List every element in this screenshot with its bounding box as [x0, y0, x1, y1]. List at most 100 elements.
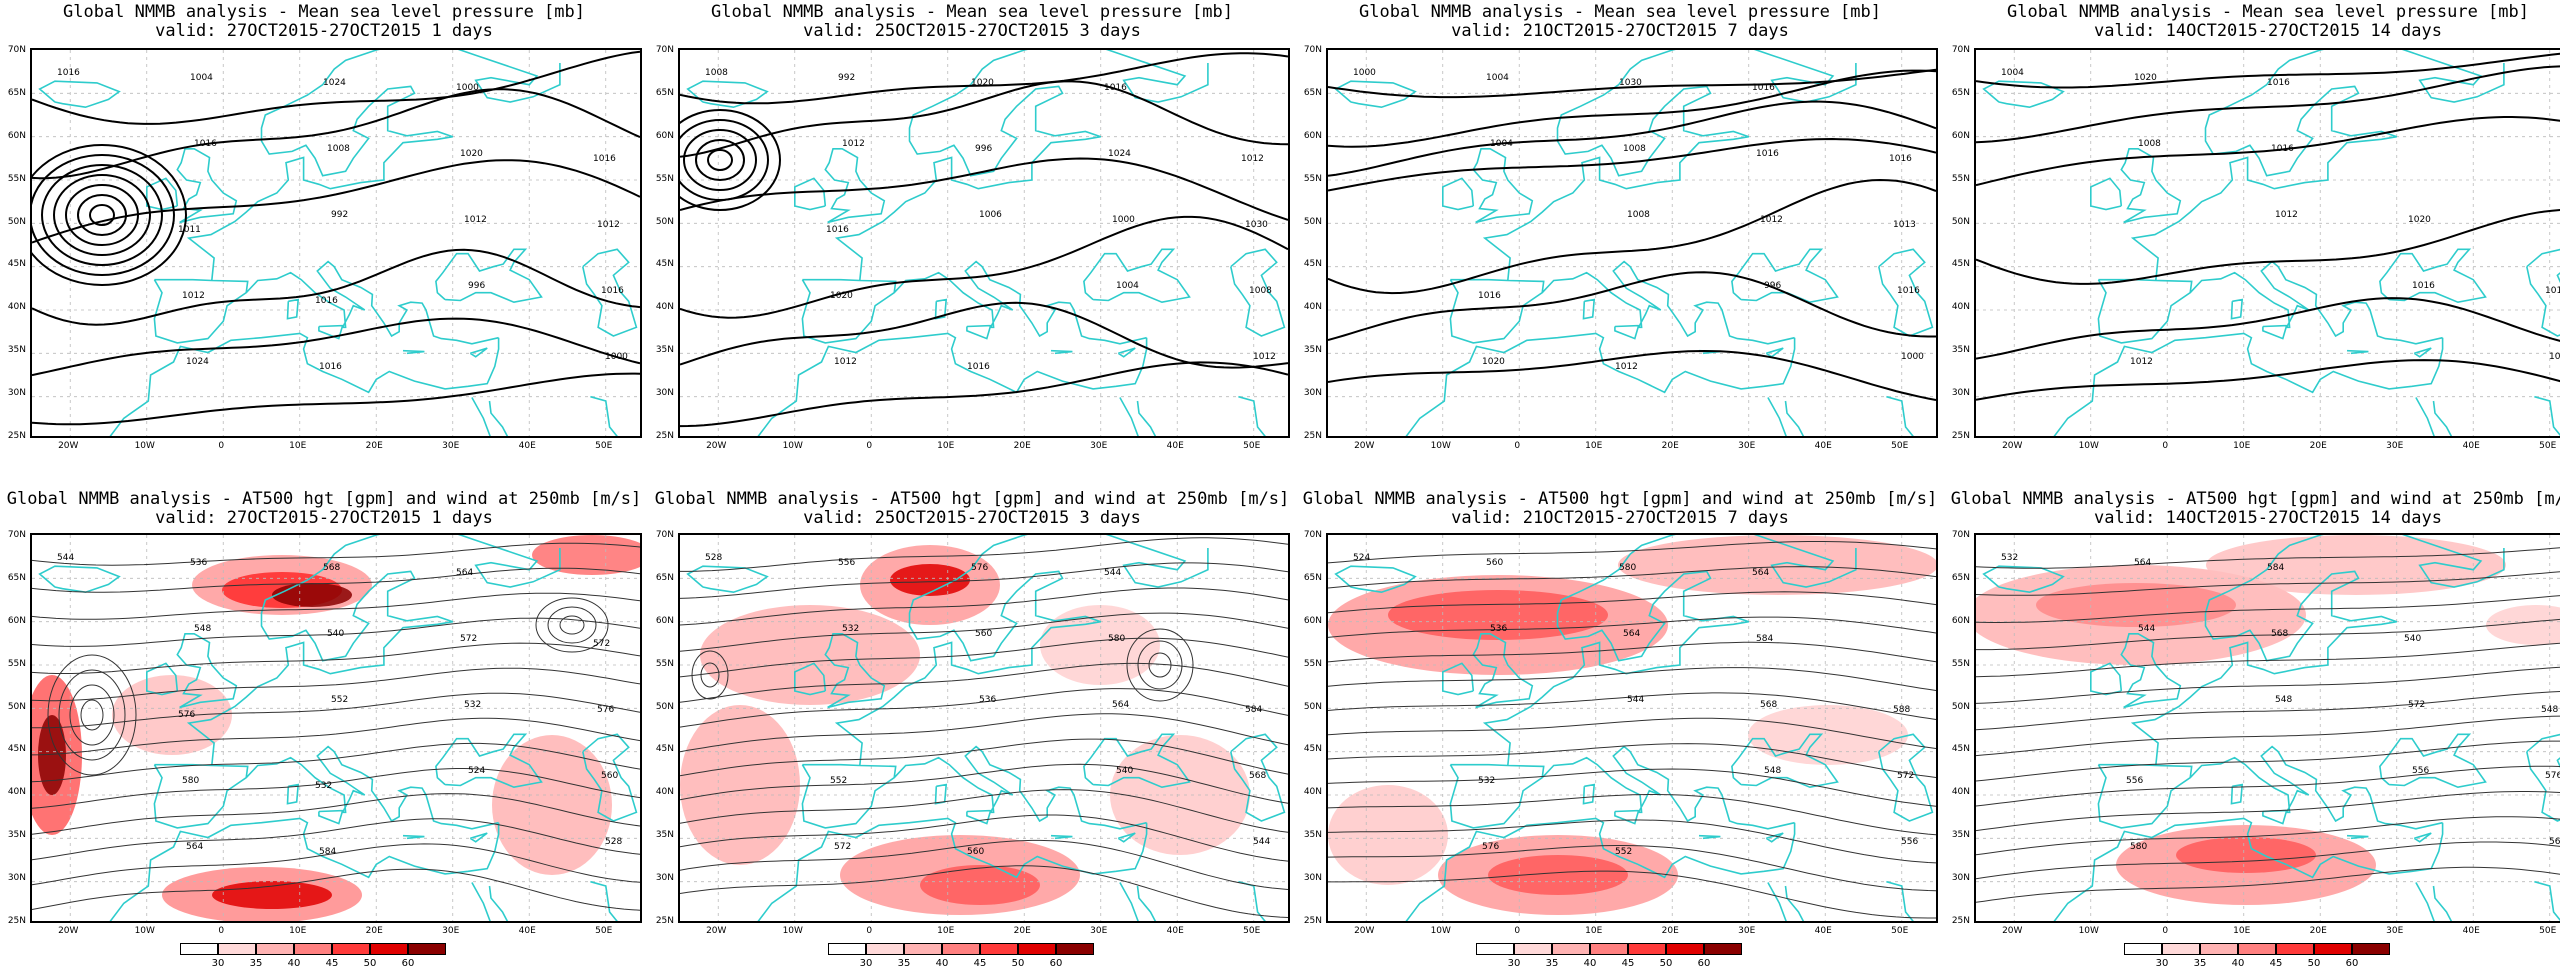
contour-label: 1012: [1760, 215, 1783, 225]
longitude-label: 30E: [2386, 926, 2404, 936]
latitude-label: 40N: [655, 787, 674, 798]
height-contour: [1976, 690, 2560, 731]
colorbar-swatch: [408, 943, 446, 955]
latitude-label: 70N: [1951, 530, 1970, 540]
height-contour: [1328, 870, 1936, 919]
latitude-label: 55N: [1303, 173, 1322, 184]
contour-label: 532: [1478, 776, 1495, 786]
longitude-label: 10E: [2233, 926, 2251, 936]
contour-label: 540: [2404, 634, 2421, 644]
panel-title-line2: valid: 14OCT2015-27OCT2015 14 days: [2094, 21, 2442, 41]
contour-labels: 524 536 544 548 556 560 564 568 572 576 580 584 588 5…: [1353, 553, 1918, 857]
isobar: [1328, 178, 1936, 295]
latitude-label: 45N: [1951, 744, 1970, 755]
contour-label: 1006: [979, 210, 1002, 220]
colorbar-swatch: [2314, 943, 2352, 955]
colorbar-swatch: [866, 943, 904, 955]
latitude-label: 50N: [1951, 216, 1970, 227]
contour-label: 544: [1104, 568, 1121, 578]
isobar: [32, 144, 188, 286]
contour-label: 556: [838, 558, 855, 568]
latitude-label: 70N: [7, 45, 26, 55]
contour-label: 1012: [1615, 362, 1638, 372]
height-contour: [1328, 794, 1936, 836]
longitude-label: 30E: [1738, 926, 1756, 936]
contour-label: 552: [1615, 847, 1632, 857]
panel-title-line2: valid: 21OCT2015-27OCT2015 7 days: [1451, 21, 1789, 41]
contour-labels: 528 532 536 540 544 556 560 564 568 572 576 580 584 5…: [705, 553, 1270, 857]
contour-label: 584: [319, 847, 336, 857]
longitude-label: 0: [218, 926, 225, 936]
colorbar-swatch: [904, 943, 942, 955]
contour-label: 1024: [186, 357, 209, 367]
height-contour: [32, 542, 640, 566]
height-contour: [680, 839, 1288, 890]
contour-label: 548: [1764, 766, 1781, 776]
contour-label: 1011: [178, 225, 201, 235]
height-contour: [32, 567, 640, 593]
contour-label: 996: [975, 144, 992, 154]
latitude-label: 30N: [655, 388, 674, 399]
isobar: [77, 194, 128, 236]
panel-title-line1: Global NMMB analysis - AT500 hgt [gpm] a…: [654, 489, 1290, 509]
contour-label: 1016: [57, 68, 80, 78]
latitude-label: 30N: [655, 873, 674, 884]
map-frame: 1004 1008 1012 1016 1012 1020 1016 1020 1016 1012…: [1974, 48, 2560, 438]
height-contour: [1328, 717, 1936, 749]
contour-label: 564: [1112, 700, 1129, 710]
isobar: [32, 154, 176, 276]
contour-label: 1024: [323, 78, 346, 88]
latitude-label: 50N: [655, 701, 674, 712]
longitude-label: 20E: [1013, 926, 1031, 936]
contour-labels: 1016 1016 992 996 1000 1004 1008 1012 1016 1024 10…: [57, 68, 628, 372]
longitude-label: 10W: [2078, 441, 2099, 451]
map-frame: 1008 1012 1006 1004 1012 992 996 1000 1008 1012 10…: [678, 48, 1290, 438]
contour-label: 560: [975, 629, 992, 639]
contour-label: 1012: [464, 215, 487, 225]
longitude-label: 20E: [2309, 926, 2327, 936]
height-contour: [69, 684, 115, 746]
pressure-isobars: [1976, 52, 2560, 401]
longitude-label: 20W: [58, 926, 79, 936]
latitude-label: 45N: [7, 259, 26, 270]
latitude-label: 50N: [7, 701, 26, 712]
height-contour: [680, 738, 1288, 777]
contour-label: 992: [331, 210, 348, 220]
latitude-label: 25N: [7, 916, 26, 926]
contour-label: 536: [1490, 624, 1507, 634]
isobar: [32, 317, 640, 377]
height-contour: [1328, 616, 1936, 638]
contour-label: 532: [315, 781, 332, 791]
panel-title-line2: valid: 21OCT2015-27OCT2015 7 days: [1451, 508, 1789, 528]
wind-speed-area: [492, 735, 612, 875]
map-canvas: 544 548 552 524 528 536 540 532 560 564 568 572 576 5…: [32, 535, 640, 921]
wind-speed-shading: [32, 535, 640, 921]
longitude-label: 10W: [782, 441, 803, 451]
wind-speed-area: [272, 583, 352, 607]
wind-speed-shading: [1328, 535, 1936, 915]
wind-speed-area: [890, 564, 970, 596]
latitude-label: 60N: [655, 615, 674, 626]
contour-label: 544: [2138, 624, 2155, 634]
isobar: [32, 372, 640, 426]
longitude-label: 10W: [134, 441, 155, 451]
latitude-label: 30N: [1303, 873, 1322, 884]
contour-label: 1008: [327, 144, 350, 154]
longitude-label: 40E: [518, 926, 536, 936]
longitude-label: 10E: [937, 441, 955, 451]
latitude-label: 25N: [1951, 916, 1970, 926]
height-contour: [547, 606, 597, 644]
colorbar-swatch: [2200, 943, 2238, 955]
contour-label: 1012: [842, 139, 865, 149]
contour-label: 572: [593, 639, 610, 649]
panel-title: Global NMMB analysis - Mean sea level pr…: [1944, 3, 2560, 41]
longitude-label: 10W: [1430, 441, 1451, 451]
contour-label: 584: [1756, 634, 1773, 644]
isobar: [1976, 208, 2560, 285]
contour-label: 536: [190, 558, 207, 568]
wind-speed-shading: [680, 545, 1250, 915]
latitude-label: 45N: [655, 744, 674, 755]
height-contour: [32, 843, 640, 886]
graticule: [1976, 50, 2560, 436]
colorbar-swatch: [1476, 943, 1514, 955]
